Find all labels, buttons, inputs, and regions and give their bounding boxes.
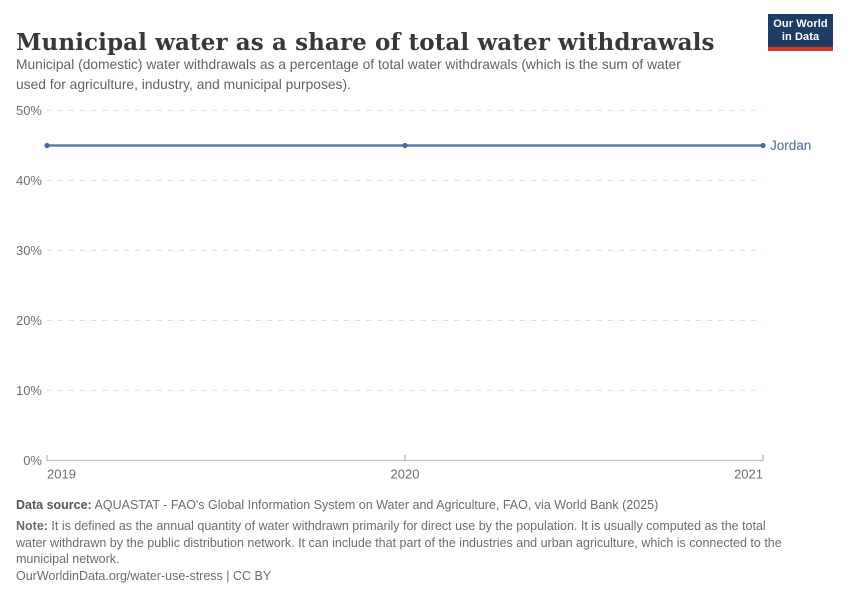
y-axis-tick-label: 40% <box>16 173 42 188</box>
y-axis-tick-label: 50% <box>16 103 42 118</box>
y-axis-tick-label: 10% <box>16 383 42 398</box>
note-line3: municipal network. <box>16 552 120 566</box>
page-title: Municipal water as a share of total wate… <box>16 29 715 57</box>
citation-line: OurWorldinData.org/water-use-stress | CC… <box>16 569 272 583</box>
data-point-marker[interactable] <box>44 142 50 149</box>
chart-subtitle-line1: Municipal (domestic) water withdrawals a… <box>16 57 681 72</box>
note-line2: water withdrawn by the public distributi… <box>16 535 782 550</box>
y-axis-tick-label: 20% <box>16 313 42 328</box>
data-point-marker[interactable] <box>402 142 408 149</box>
note-label: Note: <box>16 519 48 533</box>
chart-subtitle-line2: used for agriculture, industry, and muni… <box>16 77 351 92</box>
note-block: Note: It is defined as the annual quanti… <box>16 518 782 568</box>
chart-subtitle: Municipal (domestic) water withdrawals a… <box>16 55 776 95</box>
owid-logo-text-line2: in Data <box>781 30 820 43</box>
note-line1-text: It is defined as the annual quantity of … <box>47 519 766 533</box>
data-source-label: Data source: <box>16 498 92 512</box>
data-source-text: AQUASTAT - FAO's Global Information Syst… <box>91 498 659 512</box>
y-axis-tick-label: 30% <box>16 243 42 258</box>
owid-logo-text-line1: Our World <box>773 17 828 30</box>
x-axis-tick-label: 2020 <box>391 467 420 482</box>
x-axis-tick-label: 2019 <box>47 467 76 482</box>
data-source-line: Data source: AQUASTAT - FAO's Global Inf… <box>16 498 658 512</box>
x-axis-tick-label: 2021 <box>734 467 763 482</box>
y-axis-tick-label: 0% <box>23 453 42 468</box>
data-point-marker[interactable] <box>760 142 766 149</box>
owid-logo[interactable]: Our World in Data <box>768 14 833 51</box>
note-line1: Note: It is defined as the annual quanti… <box>16 518 782 535</box>
series-label-jordan[interactable]: Jordan <box>770 138 811 153</box>
